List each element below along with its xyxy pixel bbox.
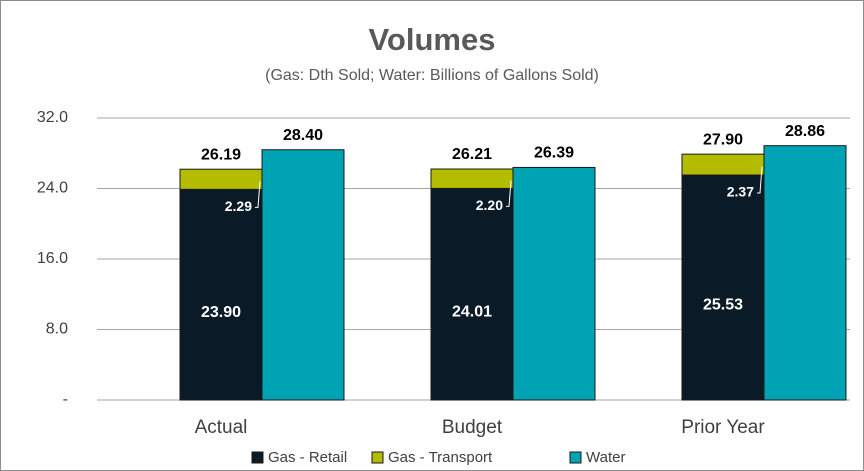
value-label: 23.90 bbox=[201, 304, 241, 321]
x-tick-label: Actual bbox=[195, 417, 248, 438]
bar bbox=[179, 168, 263, 190]
total-label: 27.90 bbox=[703, 131, 743, 148]
y-tick-label: 32.0 bbox=[37, 109, 68, 126]
total-label: 26.19 bbox=[201, 146, 241, 163]
x-tick-label: Budget bbox=[442, 417, 503, 438]
value-label: 28.40 bbox=[283, 127, 323, 144]
total-label: 26.21 bbox=[452, 146, 492, 163]
y-tick-label: - bbox=[63, 391, 68, 408]
bar bbox=[430, 168, 514, 189]
legend-label: Gas - Transport bbox=[388, 449, 493, 466]
legend-swatch bbox=[251, 451, 264, 464]
value-label: 2.20 bbox=[476, 197, 503, 213]
bar bbox=[681, 153, 765, 176]
leader-line bbox=[757, 166, 763, 194]
bar bbox=[179, 188, 263, 401]
bar bbox=[681, 174, 765, 401]
bar bbox=[763, 145, 847, 401]
value-label: 2.37 bbox=[727, 184, 754, 200]
value-label: 25.53 bbox=[703, 297, 743, 314]
x-tick-label: Prior Year bbox=[681, 417, 765, 438]
legend-swatch bbox=[371, 451, 384, 464]
leader-line bbox=[255, 181, 261, 208]
y-tick-label: 8.0 bbox=[46, 321, 68, 338]
legend-label: Gas - Retail bbox=[268, 449, 347, 466]
bar bbox=[512, 166, 596, 401]
bar bbox=[430, 187, 514, 401]
leader-line bbox=[506, 180, 512, 207]
chart-subtitle: (Gas: Dth Sold; Water: Billions of Gallo… bbox=[265, 67, 599, 84]
legend-label: Water bbox=[586, 449, 625, 466]
value-label: 2.29 bbox=[225, 198, 252, 214]
chart-title: Volumes bbox=[369, 22, 496, 57]
value-label: 28.86 bbox=[785, 123, 825, 140]
y-tick-label: 24.0 bbox=[37, 180, 68, 197]
value-label: 24.01 bbox=[452, 303, 492, 320]
bar bbox=[261, 149, 345, 401]
y-tick-label: 16.0 bbox=[37, 250, 68, 267]
value-label: 26.39 bbox=[534, 145, 574, 162]
legend-swatch bbox=[569, 451, 582, 464]
